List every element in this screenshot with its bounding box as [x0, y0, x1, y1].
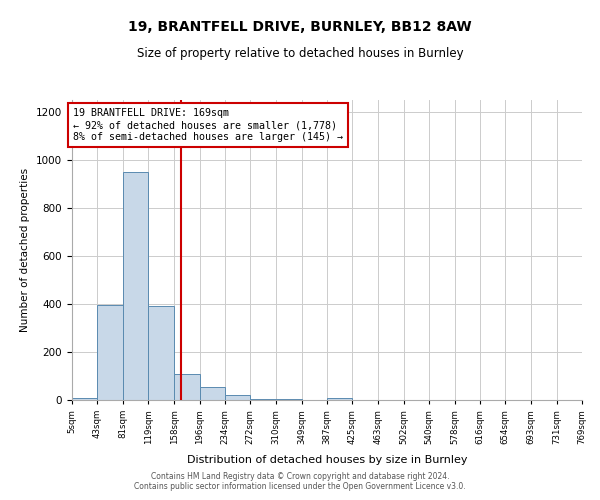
Bar: [275, 399, 302, 400]
Bar: [174, 374, 200, 400]
Y-axis label: Number of detached properties: Number of detached properties: [20, 168, 31, 332]
Bar: [250, 399, 275, 400]
Text: 19, BRANTFELL DRIVE, BURNLEY, BB12 8AW: 19, BRANTFELL DRIVE, BURNLEY, BB12 8AW: [128, 20, 472, 34]
Bar: [327, 398, 352, 400]
Text: 19 BRANTFELL DRIVE: 169sqm
← 92% of detached houses are smaller (1,778)
8% of se: 19 BRANTFELL DRIVE: 169sqm ← 92% of deta…: [73, 108, 343, 142]
Text: Size of property relative to detached houses in Burnley: Size of property relative to detached ho…: [137, 48, 463, 60]
Bar: [148, 306, 174, 400]
X-axis label: Distribution of detached houses by size in Burnley: Distribution of detached houses by size …: [187, 455, 467, 465]
Text: Contains HM Land Registry data © Crown copyright and database right 2024.: Contains HM Land Registry data © Crown c…: [151, 472, 449, 481]
Bar: [72, 398, 97, 400]
Bar: [97, 305, 123, 400]
Bar: [199, 387, 225, 400]
Text: Contains public sector information licensed under the Open Government Licence v3: Contains public sector information licen…: [134, 482, 466, 491]
Bar: [123, 172, 148, 400]
Bar: [225, 395, 250, 400]
